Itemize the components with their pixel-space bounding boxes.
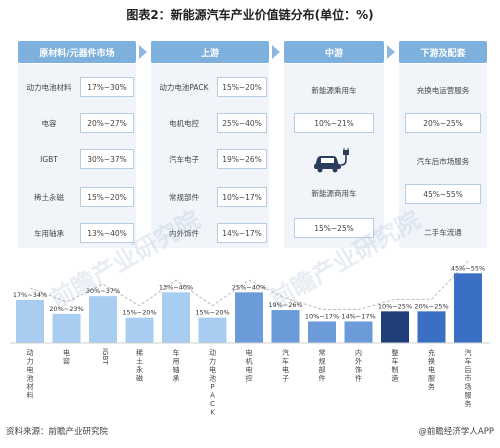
- upstream-name: 动力电池PACK: [159, 82, 209, 92]
- upstream-name: 内外饰件: [169, 228, 199, 238]
- bar-value-label: 30%~37%: [86, 287, 120, 295]
- raw-material-value: 15%~20%: [80, 187, 134, 207]
- upstream-value: 14%~17%: [217, 223, 267, 243]
- downstream-name: 汽车后市场服务: [416, 156, 470, 166]
- raw-material-value: 17%~30%: [80, 77, 134, 97]
- upstream-name: 电机电控: [169, 118, 199, 128]
- header-midstream: 中游: [284, 41, 384, 63]
- midstream-value: 10%~21%: [294, 113, 374, 133]
- bar-0: [16, 299, 44, 343]
- downstream-value: 45%~55%: [405, 184, 481, 204]
- category-label: 汽车后市场服务: [465, 348, 472, 408]
- upstream-name: 常规部件: [169, 192, 199, 202]
- upstream-name: 汽车电子: [169, 154, 199, 164]
- bar-6: [235, 292, 263, 343]
- bar-value-label: 19%~26%: [268, 301, 302, 309]
- arrow-icon: [272, 45, 280, 59]
- bar-value-label: 13%~40%: [159, 283, 193, 291]
- raw-material-name: 稀土永磁: [34, 192, 64, 202]
- midstream-name: 新能源乘用车: [311, 85, 357, 95]
- raw-material-name: 车用轴承: [34, 228, 64, 238]
- bar-8: [308, 321, 336, 343]
- bar-10: [381, 311, 409, 343]
- category-label: 汽车电子: [282, 348, 289, 383]
- bar-value-label: 10%~17%: [305, 312, 339, 320]
- midstream-name: 新能源商用车: [311, 188, 357, 198]
- electric-car-icon: [312, 148, 354, 178]
- bar-4: [162, 292, 190, 343]
- category-label: 整车制造: [392, 348, 399, 383]
- header-upstream: 上游: [151, 41, 269, 63]
- upstream-value: 25%~40%: [217, 113, 267, 133]
- raw-material-name: 电容: [41, 118, 57, 128]
- bar-5: [198, 317, 227, 343]
- raw-material-name: IGBT: [40, 154, 58, 164]
- header-raw-materials: 原材料/元器件市场: [18, 41, 136, 63]
- bar-12: [454, 273, 482, 343]
- arrow-icon: [139, 45, 147, 59]
- category-label: 电机电控: [246, 348, 253, 383]
- bar-3: [125, 317, 154, 343]
- category-label: 电容: [63, 348, 70, 366]
- brand-note: @前瞻经济学人APP: [418, 427, 494, 437]
- bar-value-label: 45%~55%: [451, 264, 485, 272]
- downstream-name: 充换电运营服务: [416, 85, 470, 95]
- downstream-value: 20%~25%: [405, 113, 481, 133]
- upstream-value: 19%~26%: [217, 149, 267, 169]
- upstream-value: 10%~17%: [217, 187, 267, 207]
- raw-material-value: 30%~37%: [80, 149, 134, 169]
- upstream-value: 15%~20%: [217, 77, 267, 97]
- source-note: 资料来源：前瞻产业研究院: [6, 427, 109, 437]
- panel-midstream: [284, 64, 384, 248]
- category-label: 动力电池 P A C K: [209, 348, 216, 417]
- panel-downstream: [399, 64, 487, 248]
- bar-value-label: 25%~40%: [232, 283, 266, 291]
- page-title: 图表2：新能源汽车产业价值链分布(单位：%): [126, 8, 374, 22]
- category-label: 常规部件: [319, 348, 326, 383]
- raw-material-name: 动力电池材料: [26, 82, 72, 92]
- trend-line: [29, 260, 469, 310]
- bar-value-label: 15%~20%: [195, 309, 229, 317]
- bar-value-label: 10%~25%: [378, 302, 412, 310]
- bar-value-label: 17%~34%: [13, 291, 47, 299]
- bar-9: [344, 321, 373, 343]
- category-label: 稀土永磁: [136, 348, 143, 383]
- bar-value-label: 20%~25%: [414, 302, 448, 310]
- bar-value-label: 14%~17%: [341, 312, 375, 320]
- bar-1: [52, 313, 81, 343]
- raw-material-value: 13%~40%: [80, 223, 134, 243]
- midstream-value: 15%~25%: [294, 218, 374, 238]
- downstream-name: 二手车流通: [424, 227, 462, 237]
- category-label: 内外饰件: [355, 348, 362, 383]
- bar-value-label: 20%~23%: [49, 305, 83, 313]
- category-label: 动力电池材料: [27, 348, 34, 400]
- category-label: 车用轴承: [173, 348, 180, 383]
- category-label: 充换电服务: [428, 348, 435, 391]
- arrow-icon: [387, 45, 395, 59]
- bar-11: [417, 311, 446, 343]
- header-downstream: 下游及配套: [399, 41, 487, 63]
- bar-7: [271, 310, 300, 343]
- category-label: IGBT: [101, 348, 109, 365]
- bar-value-label: 15%~20%: [122, 309, 156, 317]
- bar-2: [89, 296, 117, 343]
- value-chain-bar-chart: 17%~34% 动力电池材料 20%~23% 电容 30%~37% IGBT 15%~20%…: [10, 260, 490, 417]
- raw-material-value: 20%~27%: [80, 113, 134, 133]
